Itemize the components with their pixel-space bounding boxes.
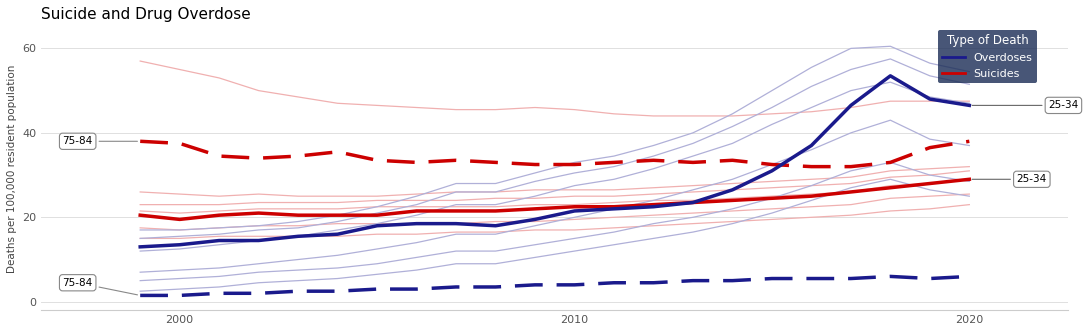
Legend: Overdoses, Suicides: Overdoses, Suicides [938,30,1037,83]
Text: 75-84: 75-84 [62,278,137,295]
Y-axis label: Deaths per 100,000 resident population: Deaths per 100,000 resident population [7,64,17,273]
Text: 25-34: 25-34 [972,174,1047,184]
Text: Suicide and Drug Overdose: Suicide and Drug Overdose [41,7,252,22]
Text: 25-34: 25-34 [972,100,1078,111]
Text: 75-84: 75-84 [62,136,137,146]
